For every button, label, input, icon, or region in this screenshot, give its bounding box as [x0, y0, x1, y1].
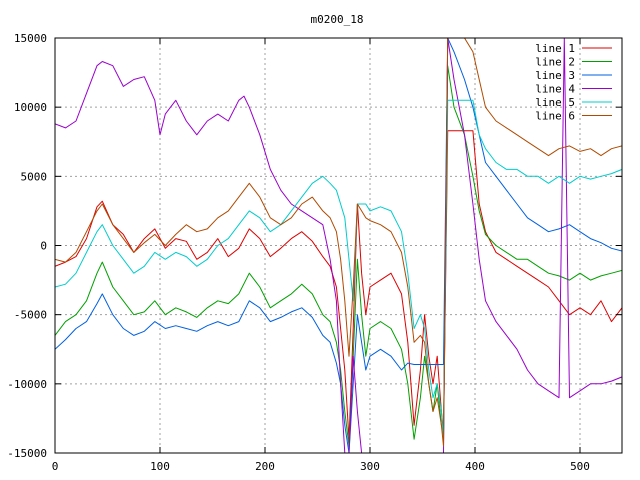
legend-label: line 2: [535, 56, 575, 69]
legend-label: line 5: [535, 96, 575, 109]
legend-label: line 1: [535, 42, 575, 55]
series-line-1: [55, 130, 622, 440]
series-line-3: [55, 38, 622, 453]
x-tick-label: 400: [465, 460, 485, 473]
x-tick-label: 100: [150, 460, 170, 473]
y-tick-label: 10000: [14, 101, 47, 114]
x-tick-label: 300: [360, 460, 380, 473]
legend-label: line 3: [535, 69, 575, 82]
y-tick-label: 0: [40, 240, 47, 253]
y-tick-label: -5000: [14, 309, 47, 322]
chart-title: m0200_18: [311, 13, 364, 26]
legend-label: line 4: [535, 83, 575, 96]
grid: [55, 38, 622, 453]
series-line-5: [55, 99, 622, 440]
y-tick-label: -10000: [7, 378, 47, 391]
series-line-4: [55, 38, 622, 453]
series-line-2: [55, 65, 622, 447]
series-line-6: [55, 38, 622, 447]
x-tick-label: 0: [52, 460, 59, 473]
x-tick-label: 200: [255, 460, 275, 473]
y-tick-label: 15000: [14, 32, 47, 45]
axis-ticks: 0 100 200 300 400 500 -15000 -10000 -5000 0 5000 10…: [7, 32, 622, 473]
x-tick-label: 500: [570, 460, 590, 473]
series-group: [55, 38, 622, 453]
legend-label: line 6: [535, 110, 575, 123]
y-tick-label: -15000: [7, 447, 47, 460]
y-tick-label: 5000: [21, 170, 48, 183]
